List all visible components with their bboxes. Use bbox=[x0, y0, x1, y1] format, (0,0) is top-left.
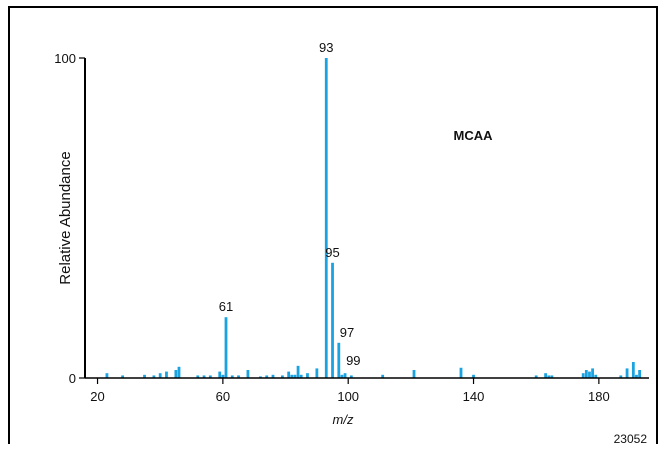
peak-bar-189 bbox=[625, 368, 629, 378]
peak-bar-136 bbox=[459, 367, 463, 378]
peak-bar-56 bbox=[208, 375, 212, 378]
peak-bar-68 bbox=[246, 370, 250, 378]
peak-bar-81 bbox=[287, 371, 291, 378]
peak-label-93: 93 bbox=[319, 40, 333, 55]
peak-bar-193 bbox=[638, 370, 641, 378]
x-tick-label-180: 180 bbox=[588, 389, 610, 404]
peak-bar-111 bbox=[381, 374, 385, 378]
peak-bar-85 bbox=[299, 374, 303, 378]
peak-bar-93 bbox=[324, 58, 328, 378]
peak-label-97: 97 bbox=[340, 325, 354, 340]
peak-bar-72 bbox=[259, 376, 262, 378]
peak-bar-187 bbox=[619, 375, 623, 378]
x-tick-label-100: 100 bbox=[337, 389, 359, 404]
peak-bar-46 bbox=[177, 366, 181, 378]
x-tick-label-140: 140 bbox=[463, 389, 485, 404]
peak-bar-160 bbox=[534, 375, 538, 378]
peak-label-95: 95 bbox=[325, 245, 339, 260]
peak-bar-74 bbox=[265, 375, 269, 378]
peak-bar-87 bbox=[306, 373, 309, 378]
peak-bar-90 bbox=[315, 368, 319, 378]
peak-bar-54 bbox=[202, 375, 206, 378]
figure-code: 23052 bbox=[614, 432, 648, 446]
peak-bar-59 bbox=[218, 371, 222, 378]
peak-bar-177 bbox=[588, 371, 591, 378]
peak-bar-101 bbox=[349, 375, 353, 378]
x-tick-label-20: 20 bbox=[90, 389, 104, 404]
peak-bar-164 bbox=[547, 375, 551, 378]
peak-bar-61 bbox=[224, 317, 228, 378]
y-tick-label-100: 100 bbox=[54, 51, 76, 66]
peak-bar-165 bbox=[550, 375, 554, 378]
peak-bar-176 bbox=[584, 370, 588, 378]
x-axis-title: m/z bbox=[333, 412, 354, 427]
peak-bar-60 bbox=[221, 374, 225, 378]
peak-bar-65 bbox=[237, 375, 240, 378]
peak-bar-35 bbox=[143, 374, 146, 378]
peak-bar-121 bbox=[412, 370, 416, 378]
figure-frame bbox=[8, 6, 658, 444]
peak-bar-40 bbox=[158, 373, 162, 378]
peak-bar-95 bbox=[331, 262, 334, 378]
peaks-layer bbox=[105, 58, 641, 378]
peak-bar-83 bbox=[293, 374, 297, 378]
x-tick-label-60: 60 bbox=[216, 389, 230, 404]
peak-bar-23 bbox=[105, 373, 109, 378]
peak-label-99: 99 bbox=[346, 353, 360, 368]
peak-bar-84 bbox=[296, 365, 300, 378]
peak-bar-192 bbox=[635, 374, 638, 378]
y-axis-title: Relative Abundance bbox=[57, 151, 74, 284]
peak-bar-42 bbox=[165, 371, 168, 378]
peak-bar-63 bbox=[230, 375, 234, 378]
peak-bar-98 bbox=[340, 374, 344, 378]
peak-bar-52 bbox=[196, 375, 200, 378]
peak-bar-191 bbox=[631, 362, 635, 378]
peak-bar-38 bbox=[152, 375, 156, 378]
y-tick-label-0: 0 bbox=[69, 371, 76, 386]
peak-bar-178 bbox=[591, 368, 594, 378]
peak-bar-28 bbox=[121, 375, 124, 378]
ticks-layer: 20 60 100 140 180 0 100 bbox=[54, 51, 609, 404]
peak-bar-82 bbox=[290, 374, 294, 378]
peak-bar-163 bbox=[544, 373, 547, 378]
peak-label-61: 61 bbox=[219, 299, 233, 314]
annotations-layer: 93 95 61 97 99 bbox=[219, 40, 361, 368]
peak-bar-175 bbox=[581, 373, 585, 378]
peak-bar-140 bbox=[472, 374, 475, 378]
peak-bar-45 bbox=[174, 370, 178, 378]
peak-bar-97 bbox=[337, 342, 341, 378]
compound-label: MCAA bbox=[454, 128, 494, 143]
peak-bar-76 bbox=[271, 374, 275, 378]
peak-bar-99 bbox=[343, 373, 347, 378]
peak-bar-79 bbox=[281, 375, 284, 378]
peak-bar-179 bbox=[594, 374, 598, 378]
